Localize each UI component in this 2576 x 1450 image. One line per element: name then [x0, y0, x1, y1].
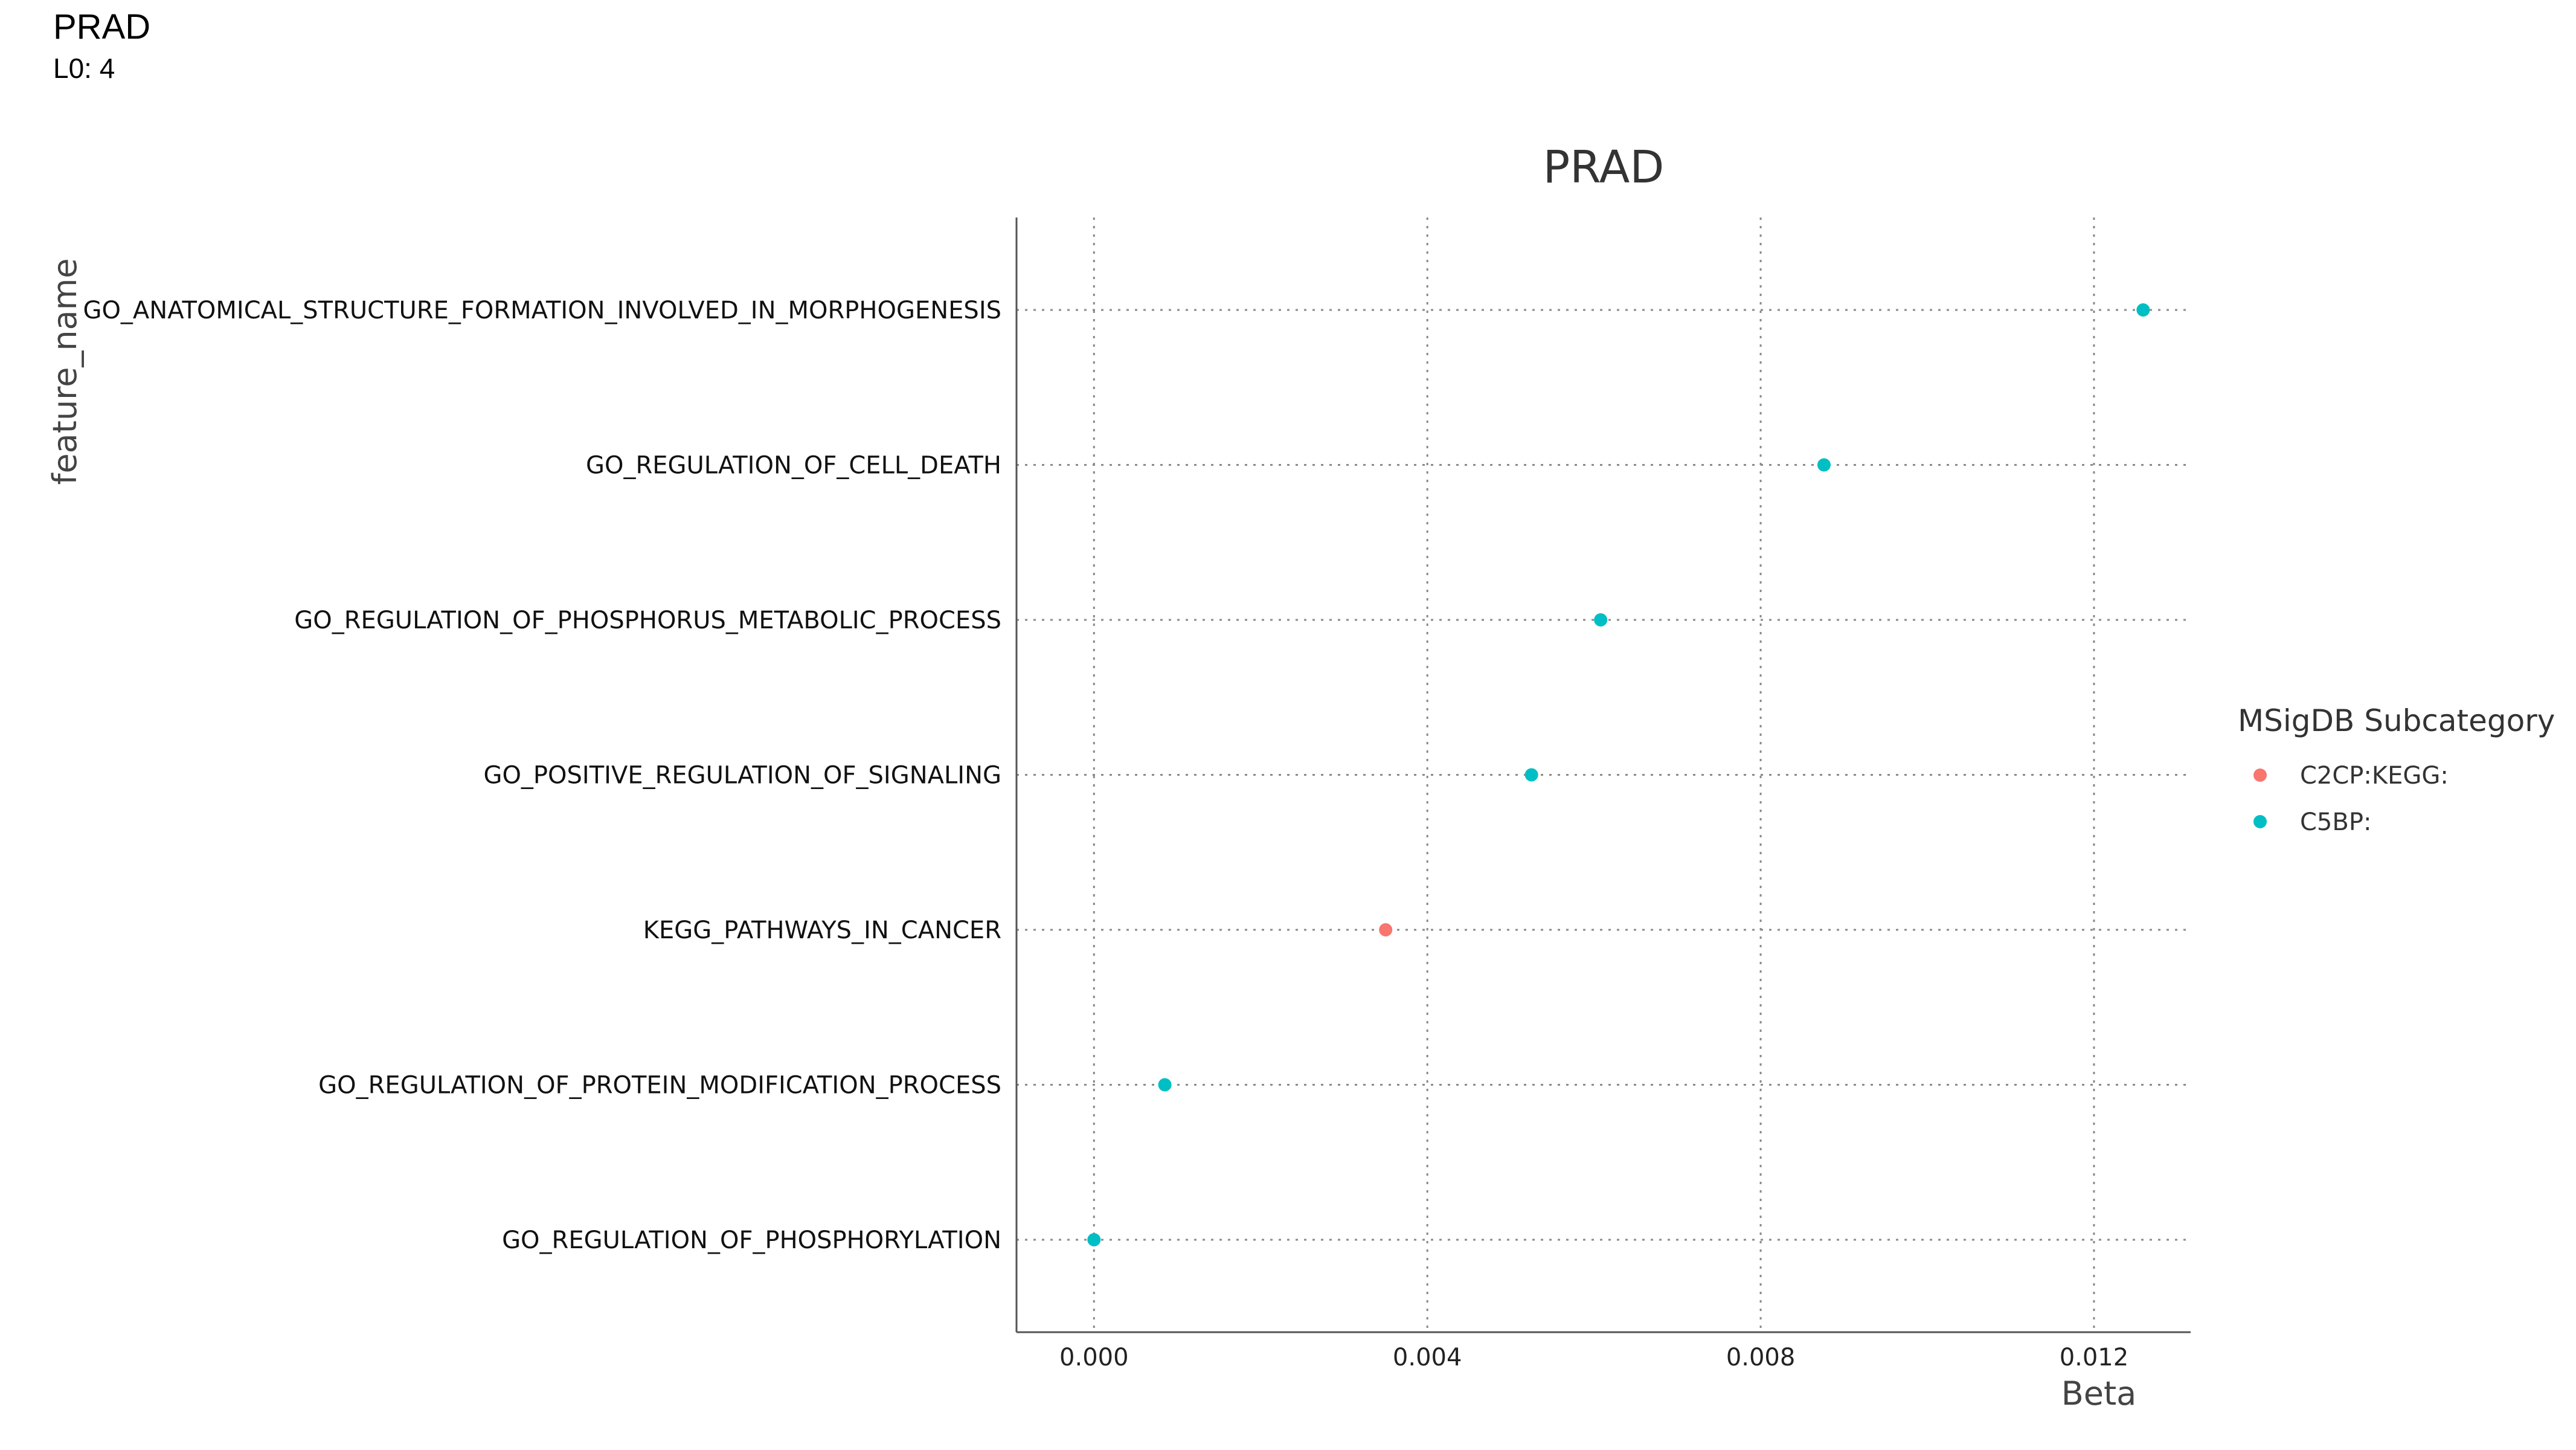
legend-label: C2CP:KEGG: [2300, 762, 2449, 790]
axes [1015, 218, 2191, 1333]
chart-title: PRAD [1543, 141, 1665, 193]
y-tick-label: GO_REGULATION_OF_PHOSPHORYLATION [502, 1226, 1001, 1254]
y-tick-label: GO_POSITIVE_REGULATION_OF_SIGNALING [483, 762, 1001, 790]
data-point [1087, 1233, 1101, 1246]
legend-title: MSigDB Subcategory [2238, 703, 2555, 738]
x-tick-label: 0.012 [2060, 1344, 2129, 1371]
y-tick-label: GO_REGULATION_OF_CELL_DEATH [586, 452, 1001, 480]
y-tick-label: GO_REGULATION_OF_PROTEIN_MODIFICATION_PR… [318, 1072, 1001, 1100]
legend-key [2253, 815, 2267, 828]
x-tick-labels: 0.000 0.004 0.008 0.012 [1059, 1344, 2128, 1371]
y-tick-label: GO_REGULATION_OF_PHOSPHORUS_METABOLIC_PR… [294, 607, 1001, 634]
legend-label: C5BP: [2300, 808, 2371, 836]
data-point [2136, 303, 2150, 317]
x-tick-label: 0.008 [1726, 1344, 1796, 1371]
y-tick-label: KEGG_PATHWAYS_IN_CANCER [643, 917, 1001, 944]
y-tick-label: GO_ANATOMICAL_STRUCTURE_FORMATION_INVOLV… [83, 297, 1001, 324]
x-tick-label: 0.004 [1393, 1344, 1462, 1371]
data-point [1524, 768, 1538, 782]
data-points [1087, 303, 2150, 1246]
legend-key [2253, 768, 2267, 782]
page-subtitle: L0: 4 [53, 52, 115, 84]
page-title: PRAD [53, 7, 151, 47]
data-point [1379, 923, 1393, 936]
legend: MSigDB Subcategory C2CP:KEGG: C5BP: [2238, 703, 2555, 836]
x-axis-label: Beta [2061, 1374, 2137, 1413]
grid-lines [1017, 218, 2191, 1332]
page-header: PRAD L0: 4 [53, 6, 150, 85]
data-point [1817, 458, 1831, 472]
y-axis-label: feature_name [46, 258, 84, 485]
x-tick-label: 0.000 [1059, 1344, 1129, 1371]
y-tick-labels: GO_ANATOMICAL_STRUCTURE_FORMATION_INVOLV… [83, 297, 1001, 1254]
data-point [1594, 613, 1608, 627]
data-point [1158, 1078, 1172, 1092]
